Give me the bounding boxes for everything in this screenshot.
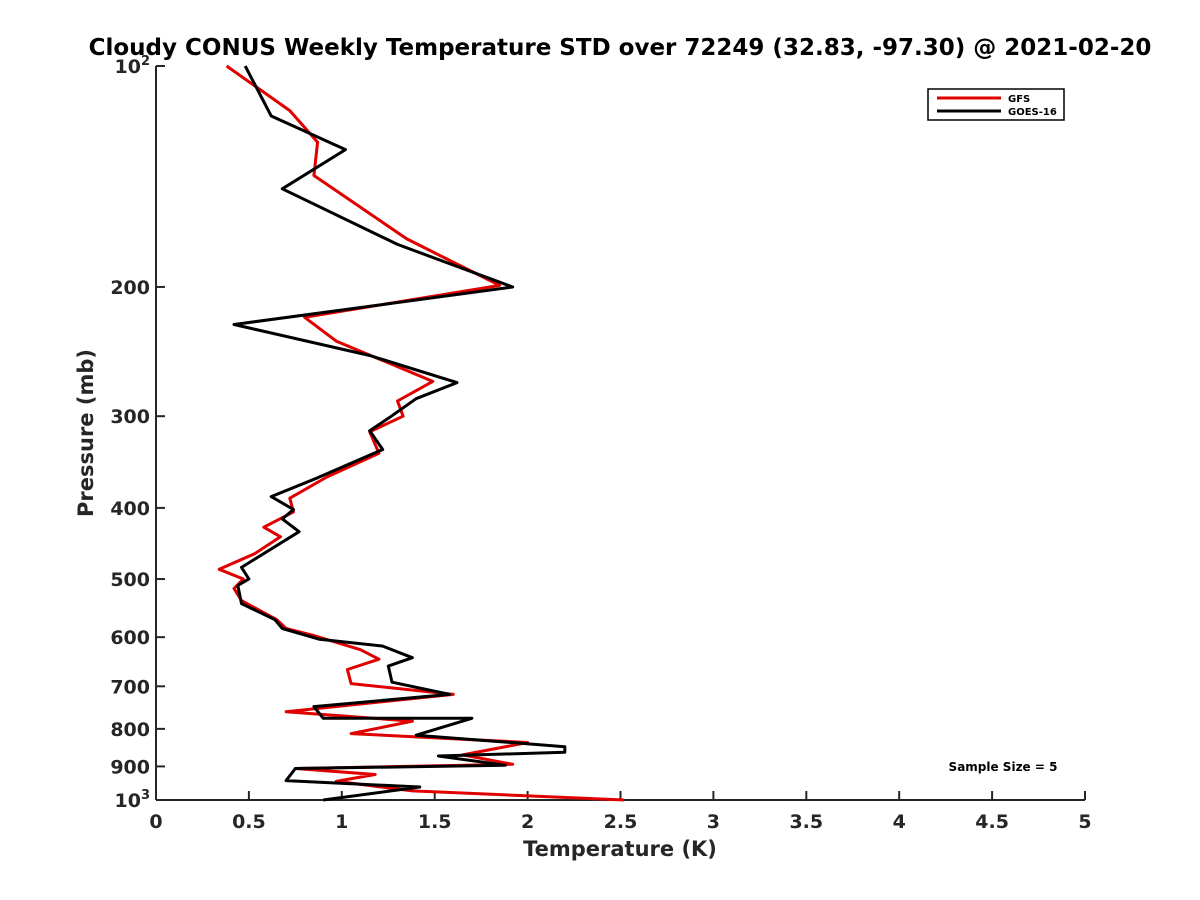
legend-label-goes-16: GOES-16 xyxy=(1008,107,1057,118)
series-line-goes-16 xyxy=(232,65,567,802)
x-tick-label: 2.5 xyxy=(604,811,638,833)
y-tick-label: 500 xyxy=(110,569,150,591)
legend: GFS GOES-16 xyxy=(927,88,1065,121)
x-tick-label: 4 xyxy=(893,811,906,833)
y-tick-label: 900 xyxy=(110,756,150,778)
x-tick-label: 1 xyxy=(335,811,348,833)
x-axis-label: Temperature (K) xyxy=(523,837,717,861)
y-tick-label: 200 xyxy=(110,277,150,299)
y-tick-label: 102 xyxy=(115,54,151,78)
series-layer xyxy=(217,64,625,802)
x-tick-label: 4.5 xyxy=(975,811,1009,833)
y-tick-label: 400 xyxy=(110,498,150,520)
y-tick-label: 300 xyxy=(110,406,150,428)
legend-label-gfs: GFS xyxy=(1008,94,1030,105)
x-tick-label: 1.5 xyxy=(418,811,452,833)
legend-box xyxy=(927,88,1065,121)
y-tick-label: 103 xyxy=(115,788,151,812)
x-tick-label: 0.5 xyxy=(232,811,266,833)
x-tick-label: 3.5 xyxy=(789,811,823,833)
y-tick-label: 700 xyxy=(110,676,150,698)
x-tick-label: 3 xyxy=(707,811,720,833)
sample-size-note: Sample Size = 5 xyxy=(949,760,1058,774)
y-axis-label: Pressure (mb) xyxy=(74,349,98,517)
x-tick-label: 5 xyxy=(1078,811,1091,833)
x-tick-label: 2 xyxy=(521,811,534,833)
y-tick-label: 800 xyxy=(110,719,150,741)
x-tick-label: 0 xyxy=(149,811,162,833)
y-tick-label: 600 xyxy=(110,627,150,649)
chart-title: Cloudy CONUS Weekly Temperature STD over… xyxy=(89,35,1152,61)
